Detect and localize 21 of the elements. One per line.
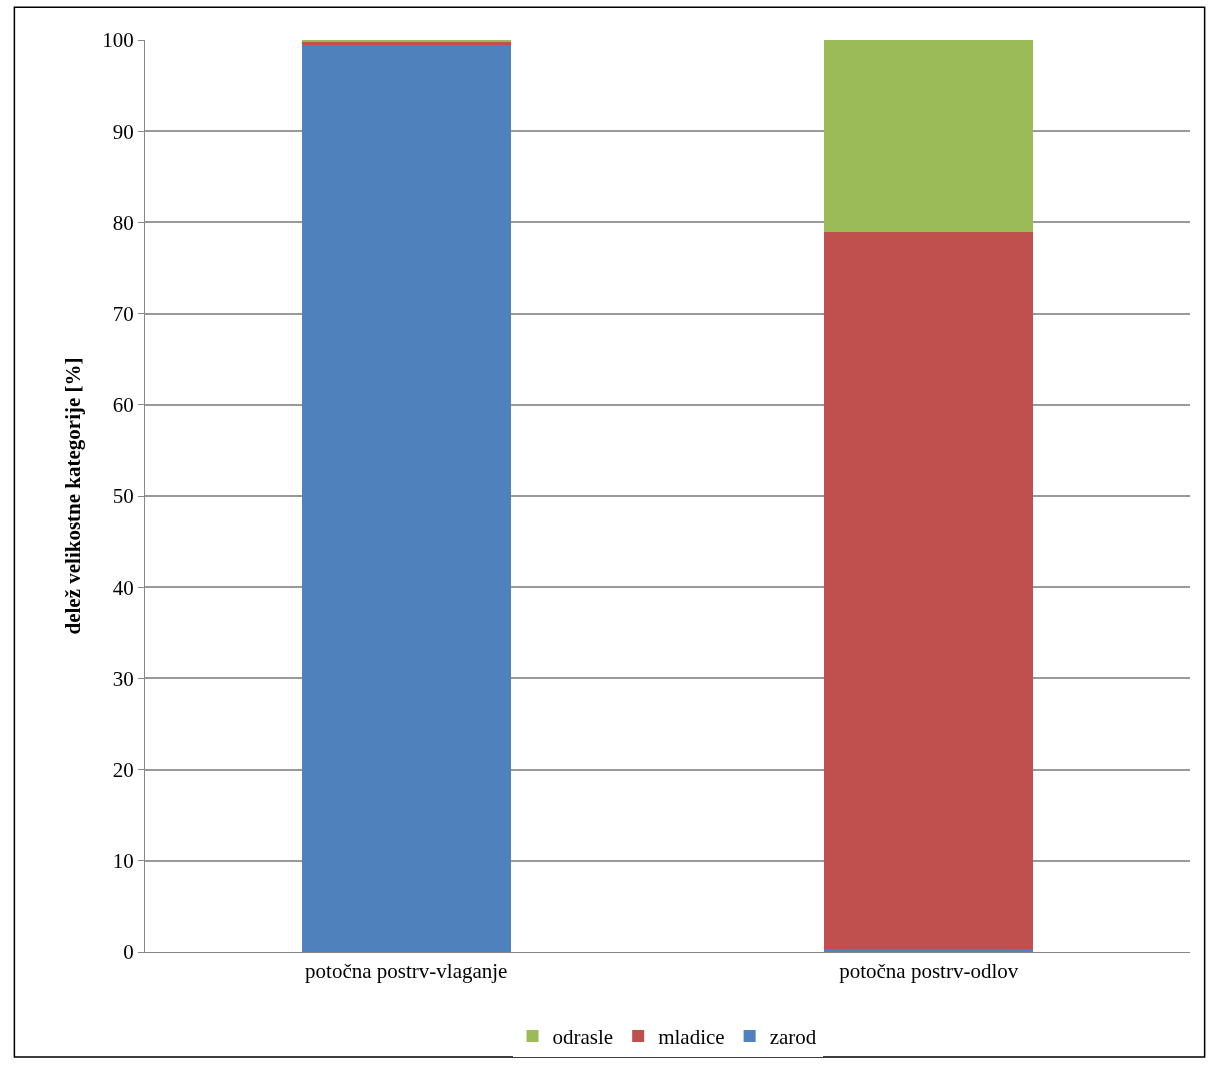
x-tick-label: potočna postrv-odlov xyxy=(839,959,1019,984)
y-tick-label: 10 xyxy=(112,849,134,874)
bar xyxy=(824,40,1034,232)
y-tick-label: 50 xyxy=(112,484,134,509)
y-tick-label: 90 xyxy=(112,119,134,144)
y-tick-label: 70 xyxy=(112,301,134,326)
y-tick-label: 0 xyxy=(123,940,134,965)
bar xyxy=(824,949,1034,952)
legend-label: mladice xyxy=(658,1025,725,1050)
y-tick-label: 60 xyxy=(112,393,134,418)
bar xyxy=(824,231,1034,950)
y-tick-label: 80 xyxy=(112,210,134,235)
y-tick-label: 20 xyxy=(112,757,134,782)
legend-label: zarod xyxy=(769,1025,817,1050)
y-tick-label: 30 xyxy=(112,666,134,691)
x-tick-label: potočna postrv-vlaganje xyxy=(305,959,508,984)
y-tick-label: 100 xyxy=(102,28,134,53)
legend-label: odrasle xyxy=(552,1025,614,1050)
bar xyxy=(301,45,511,952)
y-tick-label: 40 xyxy=(112,575,134,600)
y-axis-title: delež velikostne kategorije [%] xyxy=(61,357,86,635)
